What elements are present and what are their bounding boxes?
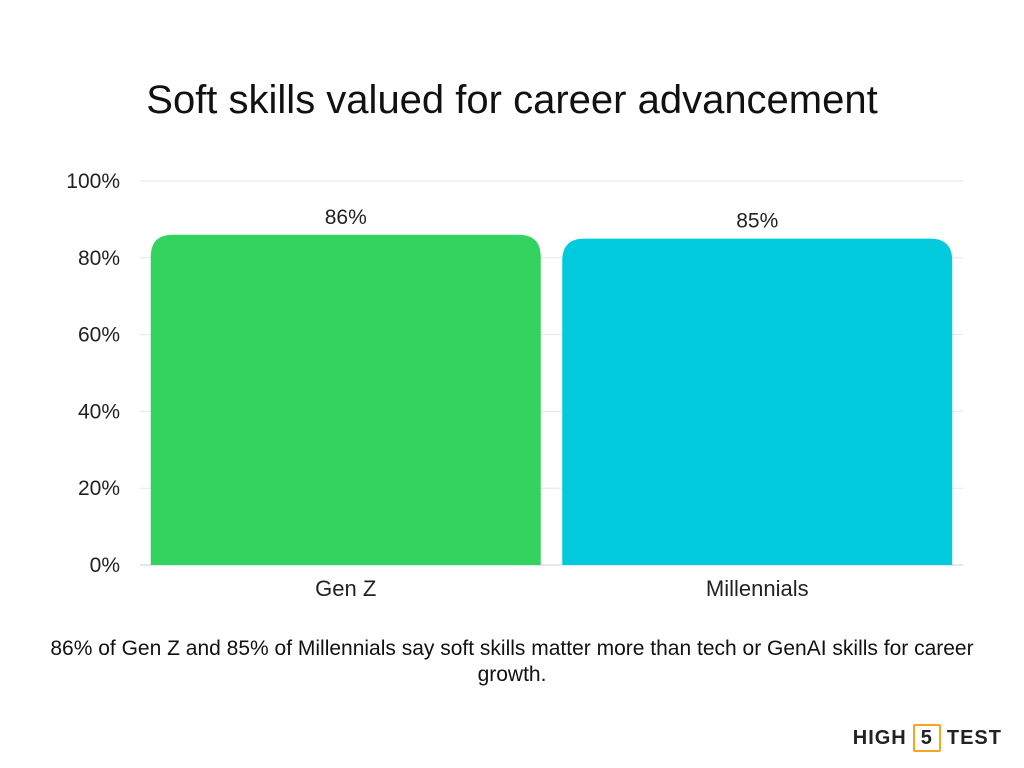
labels: 86% Gen Z 85% Millennials bbox=[315, 206, 808, 601]
brand-logo: HIGH 5 TEST bbox=[853, 724, 1002, 752]
y-tick-label: 60% bbox=[78, 324, 120, 347]
x-tick-label: Gen Z bbox=[315, 576, 376, 601]
y-tick-label: 80% bbox=[78, 247, 120, 270]
y-tick-label: 40% bbox=[78, 400, 120, 423]
x-tick-label: Millennials bbox=[706, 576, 809, 601]
data-label: 85% bbox=[736, 210, 778, 233]
bar-millennials bbox=[562, 238, 953, 565]
bar-gen-z bbox=[150, 234, 541, 565]
y-axis: 0% 20% 40% 60% 80% 100% bbox=[66, 170, 120, 577]
bars bbox=[150, 234, 953, 565]
data-label: 86% bbox=[325, 206, 367, 229]
chart-caption: 86% of Gen Z and 85% of Millennials say … bbox=[50, 637, 974, 686]
logo-text-mid: 5 bbox=[912, 724, 941, 752]
logo-text-left: HIGH bbox=[852, 726, 907, 749]
y-tick-label: 0% bbox=[90, 554, 120, 577]
bar-chart: 0% 20% 40% 60% 80% 100% 86% Gen Z 85% Millennial… bbox=[66, 170, 963, 601]
y-tick-label: 100% bbox=[66, 170, 120, 193]
y-tick-label: 20% bbox=[78, 477, 120, 500]
logo-text-right: TEST bbox=[946, 726, 1002, 749]
chart-title: Soft skills valued for career advancemen… bbox=[146, 78, 878, 122]
